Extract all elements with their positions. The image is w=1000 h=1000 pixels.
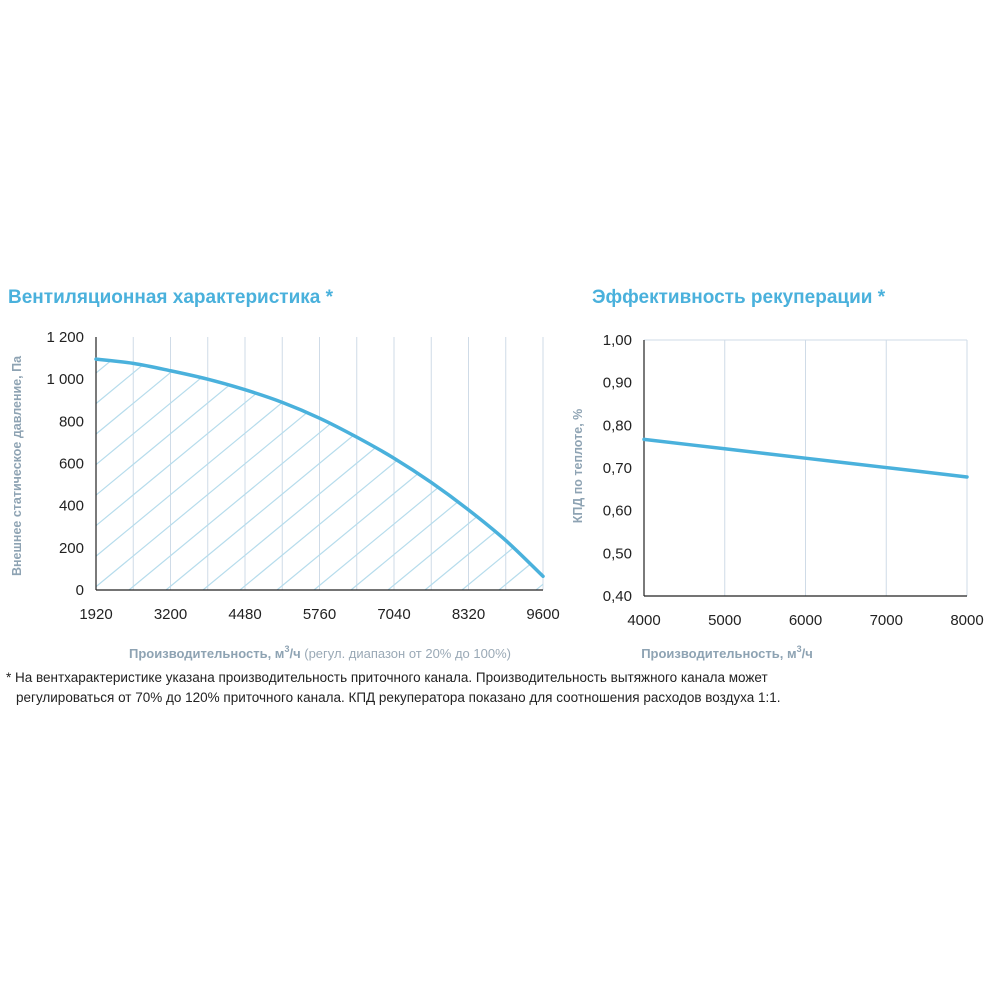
c1-y-tick-label: 200 <box>59 540 84 557</box>
hatch-line <box>424 359 543 590</box>
recuperation-x-label: Производительность, м3/ч <box>641 644 813 661</box>
ventilation-x-label: Производительность, м3/ч (регул. диапазо… <box>129 644 511 661</box>
c2-y-tick-label: 0,80 <box>603 417 632 434</box>
ventilation-hatch <box>96 260 973 590</box>
hatch-line <box>387 359 543 590</box>
c2-y-tick-label: 0,50 <box>603 545 632 562</box>
c2-y-tick-label: 0,40 <box>603 588 632 605</box>
hatch-line <box>350 359 543 590</box>
recuperation-line <box>642 437 969 479</box>
c1-y-tick-label: 400 <box>59 498 84 515</box>
c2-y-tick-label: 0,70 <box>603 460 632 477</box>
hatch-line <box>96 359 271 590</box>
ventilation-y-ticks: 0 200 400 600 800 1 000 1 200 <box>46 329 84 599</box>
recuperation-chart-title: Эффективность рекуперации * <box>592 287 886 308</box>
c1-x-tick-label: 3200 <box>154 606 187 623</box>
c2-x-tick-label: 4000 <box>627 612 660 629</box>
c1-y-tick-label: 1 000 <box>46 371 84 388</box>
hatch-line <box>96 359 456 590</box>
c2-x-tick-label: 7000 <box>870 612 903 629</box>
recuperation-y-ticks: 0,40 0,50 0,60 0,70 0,80 0,90 1,00 <box>603 332 632 605</box>
hatch-line <box>96 359 234 590</box>
c1-y-tick-label: 1 200 <box>46 329 84 346</box>
c1-x-tick-label: 5760 <box>303 606 336 623</box>
c1-x-tick-label: 4480 <box>228 606 261 623</box>
hatch-line <box>96 359 493 590</box>
c2-y-tick-label: 0,90 <box>603 375 632 392</box>
c1-x-tick-label: 9600 <box>526 606 559 623</box>
c2-x-tick-label: 5000 <box>708 612 741 629</box>
c2-x-tick-label: 8000 <box>950 612 983 629</box>
recuperation-x-ticks: 4000 5000 6000 7000 8000 <box>627 612 983 629</box>
ventilation-x-ticks: 1920 3200 4480 5760 7040 8320 9600 <box>79 606 559 623</box>
hatch-line <box>461 359 543 590</box>
recuperation-y-label: КПД по теплоте, % <box>571 409 585 524</box>
hatch-line <box>498 359 543 590</box>
c1-x-tick-label: 1920 <box>79 606 112 623</box>
c2-y-tick-label: 0,60 <box>603 503 632 520</box>
hatch-line <box>535 359 543 590</box>
c1-y-tick-label: 800 <box>59 413 84 430</box>
recuperation-axes <box>643 340 967 597</box>
hatch-line <box>128 359 530 590</box>
ventilation-chart-title: Вентиляционная характеристика * <box>8 287 334 308</box>
c1-x-tick-label: 8320 <box>452 606 485 623</box>
c2-x-tick-label: 6000 <box>789 612 822 629</box>
c1-y-tick-label: 0 <box>76 582 84 599</box>
footnote-line-1: * На вентхарактеристике указана производ… <box>6 670 768 685</box>
hatch-line <box>96 359 308 590</box>
c2-y-tick-label: 1,00 <box>603 332 632 349</box>
c1-y-tick-label: 600 <box>59 456 84 473</box>
ventilation-y-label: Внешнее статическое давление, Па <box>10 355 24 576</box>
hatch-line <box>96 359 419 590</box>
footnote-line-2: регулироваться от 70% до 120% приточного… <box>16 690 781 705</box>
recuperation-grid <box>644 339 968 596</box>
c1-x-tick-label: 7040 <box>377 606 410 623</box>
hatch-line <box>96 359 382 590</box>
hatch-line <box>573 260 973 590</box>
ventilation-chart: 0 200 400 600 800 1 000 1 200 1920 3200 4480 5760… <box>10 260 973 661</box>
hatch-line <box>313 359 543 590</box>
footnote: * На вентхарактеристике указана производ… <box>6 668 966 708</box>
hatch-line <box>96 359 197 590</box>
hatch-line <box>96 359 345 590</box>
ventilation-axes <box>95 337 543 591</box>
ventilation-curve <box>94 357 545 579</box>
recuperation-chart: 0,40 0,50 0,60 0,70 0,80 0,90 1,00 4000 5000 600… <box>571 332 984 661</box>
